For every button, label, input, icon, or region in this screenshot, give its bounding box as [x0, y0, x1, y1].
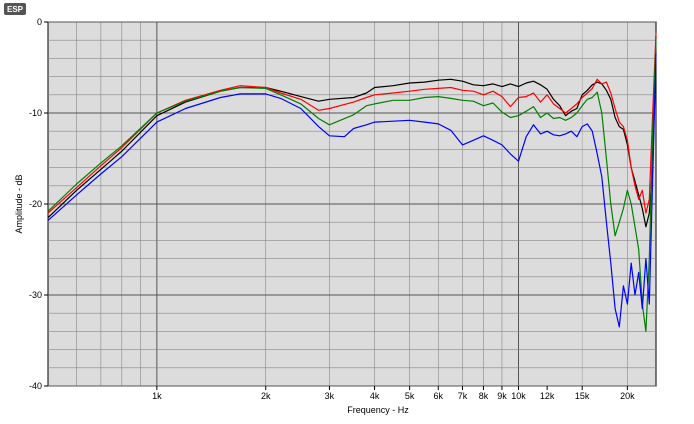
x-tick-label: 2k	[261, 391, 271, 401]
y-tick-label: -30	[29, 290, 42, 300]
x-tick-label: 4k	[370, 391, 380, 401]
y-tick-label: -20	[29, 199, 42, 209]
series-line-4	[47, 53, 657, 328]
x-tick-label: 6k	[434, 391, 444, 401]
y-axis-title: Amplitude - dB	[14, 174, 24, 233]
logo-text: ESP	[7, 5, 24, 14]
x-tick-label: 15k	[575, 391, 590, 401]
x-tick-label: 5k	[405, 391, 415, 401]
x-tick-label: 7k	[458, 391, 468, 401]
tick-labels: 1k 2k 3k 4k 5k 6k 7k 8k 9k 10k 12k 15k 20k 0 -10 -20 -30…	[29, 17, 635, 401]
logo-badge	[4, 3, 26, 15]
x-tick-label: 20k	[620, 391, 635, 401]
series-line-1	[47, 35, 657, 228]
x-tick-label: 10k	[511, 391, 526, 401]
series-line-2	[47, 32, 657, 214]
series-layer	[47, 32, 657, 332]
y-tick-label: 0	[37, 17, 42, 27]
y-tick-label: -10	[29, 108, 42, 118]
grid	[48, 21, 656, 387]
y-tick-label: -40	[29, 381, 42, 391]
x-tick-label: 3k	[325, 391, 335, 401]
series-line-3	[47, 40, 657, 332]
x-tick-label: 8k	[479, 391, 489, 401]
x-tick-label: 9k	[497, 391, 507, 401]
x-axis-title: Frequency - Hz	[347, 405, 409, 415]
x-tick-label: 1k	[152, 391, 162, 401]
x-tick-label: 12k	[540, 391, 555, 401]
